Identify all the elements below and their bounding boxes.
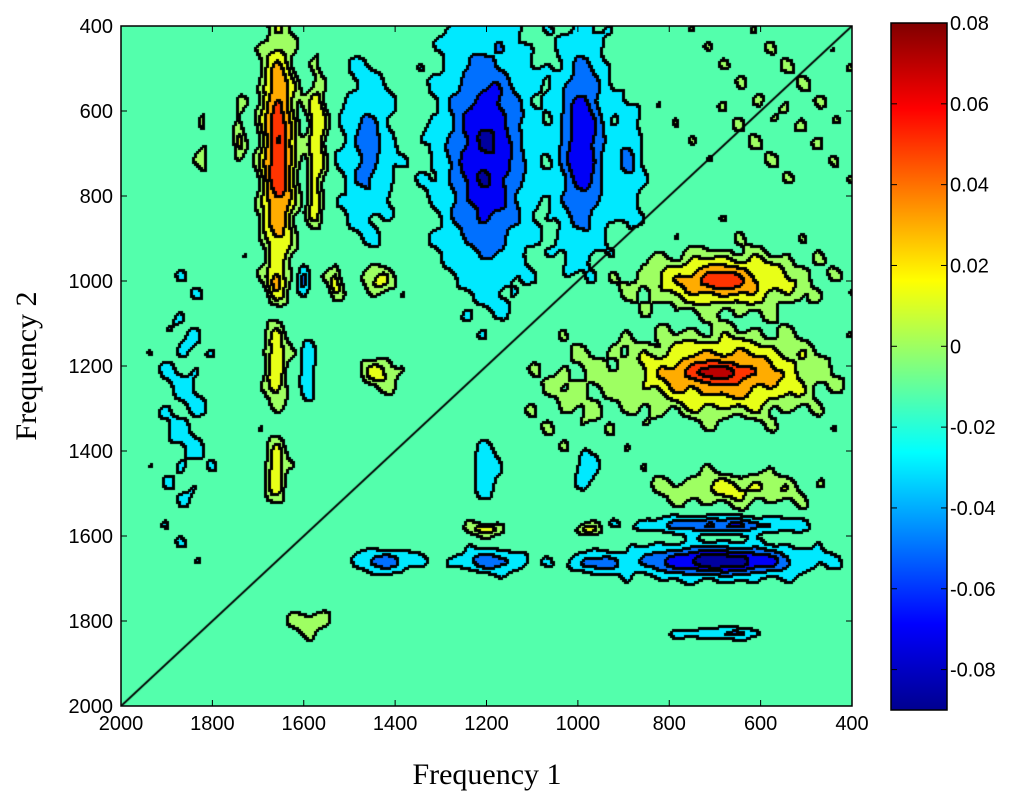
colorbar-tick-label: 0.06	[950, 94, 989, 116]
y-tick-label: 1800	[69, 611, 114, 633]
y-axis: 400 600 800 1000 1200 1400 1600 1800 2000	[69, 16, 852, 718]
contour-field	[121, 26, 852, 706]
x-tick-label: 800	[653, 713, 686, 735]
x-axis: 2000 1800 1600 1400 1200 1000 800 600 400	[99, 26, 869, 735]
y-tick-label: 600	[80, 101, 113, 123]
x-tick-label: 1800	[190, 713, 235, 735]
colorbar-tick-label: 0.08	[950, 13, 989, 35]
y-tick-label: 1600	[69, 526, 114, 548]
colorbar: 0.08 0.06 0.04 0.02 0 -0.02 -0.04 -0.06 -0.08	[890, 13, 996, 711]
colorbar-tick-label: -0.08	[950, 660, 996, 682]
y-tick-label: 800	[80, 186, 113, 208]
plot-area	[120, 25, 853, 707]
y-tick-label: 1400	[69, 441, 114, 463]
colorbar-tick-label: 0.04	[950, 175, 989, 197]
x-tick-label: 400	[835, 713, 868, 735]
y-tick-label: 1200	[69, 356, 114, 378]
y-tick-label: 1000	[69, 271, 114, 293]
y-axis-title: Frequency 2	[10, 291, 43, 440]
colorbar-tick-label: -0.02	[950, 417, 996, 439]
x-tick-label: 1600	[282, 713, 327, 735]
x-axis-title: Frequency 1	[412, 758, 561, 791]
x-tick-label: 2000	[99, 713, 144, 735]
colorbar-tick-label: -0.06	[950, 579, 996, 601]
y-tick-label: 2000	[69, 696, 114, 718]
colorbar-tick-label: 0	[950, 336, 961, 358]
x-tick-label: 1400	[373, 713, 418, 735]
colorbar-tick-label: -0.04	[950, 498, 996, 520]
x-tick-label: 1200	[464, 713, 509, 735]
x-tick-label: 1000	[556, 713, 601, 735]
colorbar-bar	[890, 22, 948, 711]
x-tick-label: 600	[744, 713, 777, 735]
colorbar-tick-label: 0.02	[950, 255, 989, 277]
colorbar-ticks: 0.08 0.06 0.04 0.02 0 -0.02 -0.04 -0.06 -0.08	[891, 13, 996, 682]
y-tick-label: 400	[80, 16, 113, 38]
